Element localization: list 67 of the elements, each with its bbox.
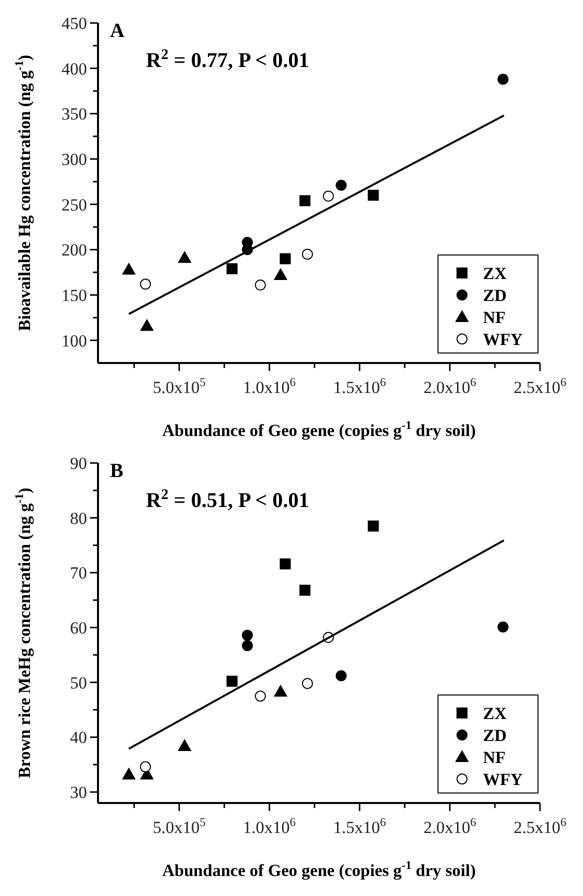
x-tick-label: 5.0x10$^{5}$ [152,815,206,837]
point [178,739,192,751]
point [498,621,509,632]
point [368,520,379,532]
annotation: R$^{2}$ = 0.51, P < 0.01 [146,487,310,512]
point [226,676,238,687]
x-tick-label: 2.0x10$^{6}$ [423,375,476,397]
point [178,251,192,263]
x-tick-label: 2.0x10$^{6}$ [423,815,476,837]
y-tick-label: 50 [70,673,87,692]
point [122,768,136,780]
point [274,268,288,280]
point [336,180,347,191]
point [122,263,136,275]
point [498,74,509,85]
y-tick-label: 450 [62,14,87,33]
x-tick-label: 1.5x10$^{6}$ [333,815,386,837]
y-tick-label: 60 [70,618,87,638]
y-tick-label: 300 [62,150,87,169]
y-tick-label: 90 [70,454,87,473]
point [140,319,154,331]
annotation: A [110,20,125,42]
point [254,690,266,702]
y-tick-label: 400 [62,59,87,78]
point [274,685,288,697]
annotation: B [110,460,124,482]
y-tick-label: 200 [62,240,87,260]
point [322,190,334,202]
x-tick-label: 2.5x10$^{6}$ [514,815,566,837]
x-axis-title: Abundance of Geo gene (copies g$^{-1}$ dry soil) [162,418,476,440]
point [280,253,291,264]
legend-label: NF [483,748,506,767]
x-tick-label: 1.5x10$^{6}$ [333,375,386,397]
point [242,630,253,641]
point [302,678,313,689]
point [302,248,313,260]
y-tick-label: 250 [62,195,87,214]
legend-label: NF [483,308,506,327]
annotation: R$^{2}$ = 0.77, P < 0.01 [146,47,310,72]
point [140,761,151,772]
x-tick-label: 1.0x10$^{6}$ [243,815,296,837]
y-tick-label: 70 [70,564,87,583]
y-tick-label: 30 [70,782,87,802]
legend-label: WFY [483,330,523,349]
x-tick-label: 5.0x10$^{5}$ [152,375,206,397]
y-tick-label: 350 [62,104,87,124]
legend-label: ZX [483,264,508,283]
x-tick-label: 1.0x10$^{6}$ [243,375,296,397]
legend-label: WFY [483,770,523,789]
point [299,195,310,206]
legend-label: ZX [483,704,508,723]
point [242,640,253,652]
y-tick-label: 40 [70,728,87,748]
legend-label: ZD [483,286,507,305]
legend-label: ZD [483,726,507,745]
x-axis-title: Abundance of Geo gene (copies g$^{-1}$ dry soil) [162,858,476,880]
x-tick-label: 2.5x10$^{6}$ [514,375,566,397]
point [226,263,238,274]
point [254,280,266,291]
y-tick-label: 150 [62,286,87,305]
point [299,584,310,596]
y-tick-label: 80 [70,508,87,528]
point [336,670,347,682]
y-tick-label: 100 [62,331,87,350]
point [280,558,291,570]
point [368,190,379,201]
point [140,278,151,290]
